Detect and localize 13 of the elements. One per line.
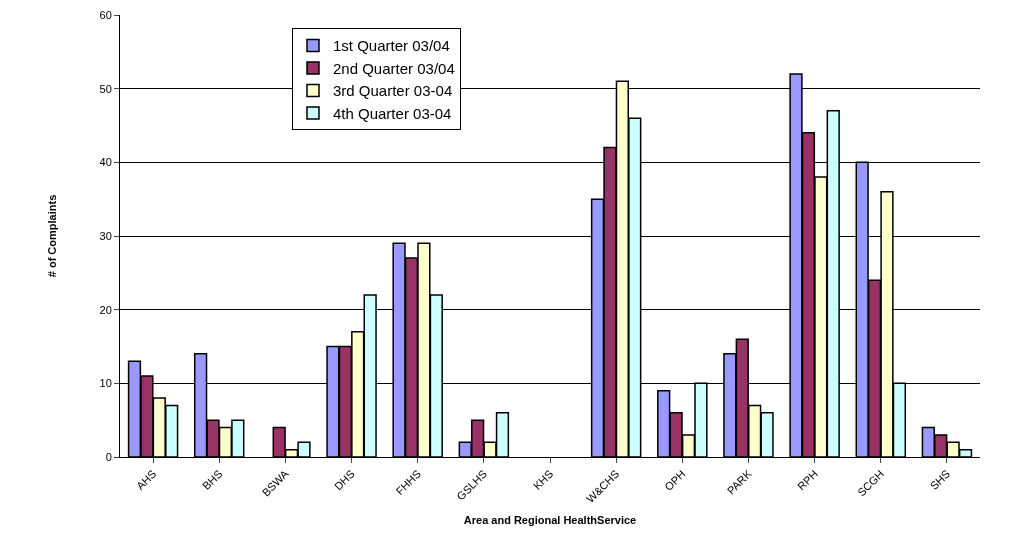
legend-label: 3rd Quarter 03-04 <box>333 82 453 100</box>
y-tick-label: 20 <box>99 303 112 316</box>
y-tick-label: 10 <box>99 377 112 390</box>
y-tick-label: 50 <box>99 82 112 95</box>
legend-label: 4th Quarter 03-04 <box>333 104 452 122</box>
x-axis-title: Area and Regional HealthService <box>463 514 637 527</box>
y-tick-label: 0 <box>105 450 112 463</box>
legend-label: 1st Quarter 03/04 <box>333 37 450 55</box>
y-tick-label: 40 <box>99 156 112 169</box>
y-axis-title: # of Complaints <box>46 194 59 278</box>
y-tick-label: 60 <box>99 8 112 21</box>
legend-label: 2nd Quarter 03/04 <box>333 59 455 77</box>
y-tick-label: 30 <box>99 229 112 242</box>
